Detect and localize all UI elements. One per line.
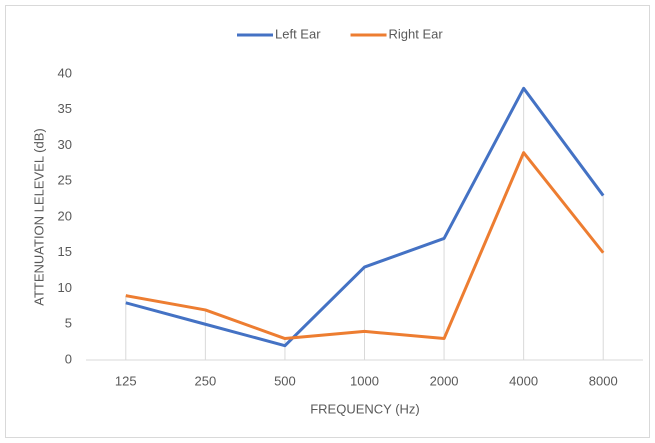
legend-label: Right Ear xyxy=(389,26,444,41)
series-line xyxy=(125,86,605,348)
y-tick-label: 15 xyxy=(58,244,72,259)
x-tick-label: 8000 xyxy=(589,373,618,388)
y-tick-label: 20 xyxy=(58,208,72,223)
x-tick-label: 250 xyxy=(195,373,217,388)
x-axis-label: FREQUENCY (Hz) xyxy=(310,401,420,416)
chart-frame xyxy=(5,5,650,438)
legend-label: Left Ear xyxy=(275,26,321,41)
x-tick-label: 1000 xyxy=(350,373,379,388)
x-tick-label: 500 xyxy=(274,373,296,388)
y-tick-label: 25 xyxy=(58,173,72,188)
x-tick-label: 4000 xyxy=(509,373,538,388)
y-tick-label: 35 xyxy=(58,101,72,116)
y-tick-label: 0 xyxy=(65,351,72,366)
y-tick-label: 30 xyxy=(58,137,72,152)
series-line xyxy=(125,151,605,341)
x-tick-label: 125 xyxy=(115,373,137,388)
y-tick-label: 40 xyxy=(58,65,72,80)
y-tick-label: 5 xyxy=(65,316,72,331)
y-axis-label: ATTENUATION LELEVEL (dB) xyxy=(31,128,46,305)
y-tick-label: 10 xyxy=(58,280,72,295)
x-tick-label: 2000 xyxy=(430,373,459,388)
